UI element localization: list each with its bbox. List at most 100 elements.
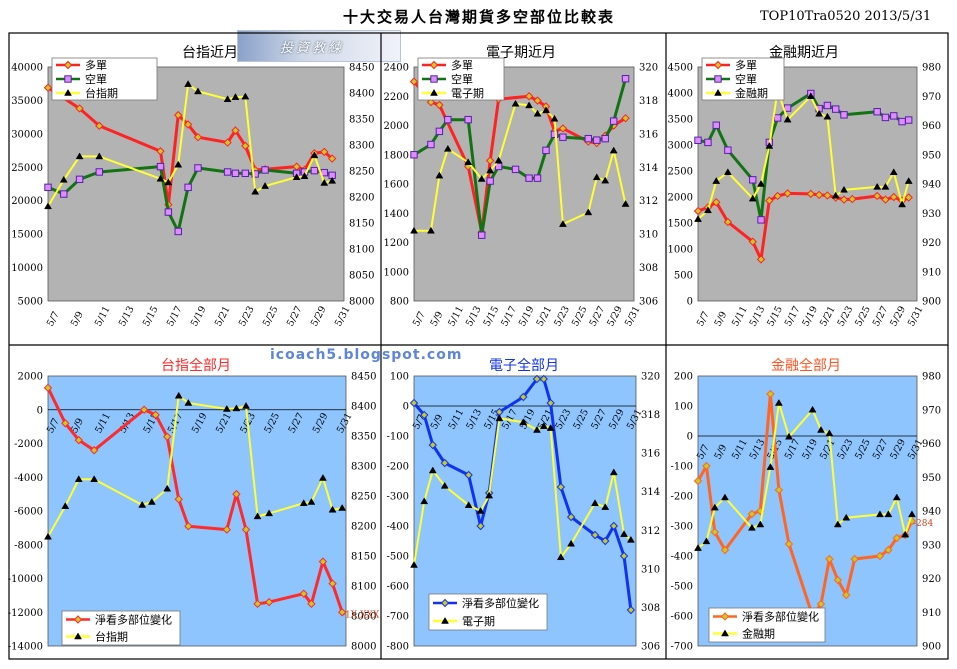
data-point — [43, 383, 53, 393]
data-point — [156, 162, 165, 171]
legend-label: 多單 — [735, 58, 757, 72]
data-point — [825, 429, 834, 437]
data-point — [591, 499, 599, 507]
data-point — [539, 374, 548, 384]
legend-marker — [714, 75, 722, 83]
data-point — [519, 392, 528, 402]
chart-tx_month: 5000 10000 15000 20000 25000 30000 35000 40000 8… — [11, 45, 374, 328]
data-point — [75, 104, 84, 113]
data-point — [710, 503, 719, 511]
y-left-tick: -100 — [671, 462, 693, 473]
data-point — [539, 422, 548, 429]
legend-marker — [64, 75, 72, 83]
y-right-tick: 8400 — [351, 402, 376, 413]
y-right-tick: 970 — [922, 92, 941, 103]
x-tick: 5/7 — [45, 310, 62, 329]
data-point — [550, 130, 559, 138]
data-point — [765, 196, 774, 205]
data-point — [193, 132, 203, 142]
data-point — [61, 419, 70, 428]
data-point — [532, 374, 542, 384]
data-point — [850, 554, 859, 564]
data-point — [831, 191, 840, 199]
data-point — [443, 144, 452, 152]
data-point — [550, 114, 559, 122]
data-point — [908, 510, 916, 518]
data-point — [884, 510, 893, 518]
data-point — [546, 424, 555, 431]
data-point — [702, 461, 711, 471]
chart-tf_month: 0 500 1000 1500 2000 2500 3000 3500 4000 4500 900 9… — [668, 45, 942, 328]
data-point — [409, 77, 419, 86]
data-point — [511, 165, 520, 174]
y-right-tick: 8050 — [351, 612, 376, 623]
y-right-tick: 910 — [922, 267, 941, 278]
data-point — [318, 557, 328, 566]
y-right-tick: 960 — [922, 121, 941, 132]
data-point — [833, 520, 842, 528]
data-point — [440, 458, 449, 468]
data-point — [477, 231, 486, 239]
data-point — [184, 399, 193, 406]
y-right-tick: 310 — [639, 230, 658, 241]
y-right-tick: 940 — [922, 180, 941, 191]
data-point — [435, 127, 444, 136]
data-point — [95, 152, 104, 160]
data-point — [889, 192, 898, 202]
legend-box — [61, 610, 181, 646]
chart-title: 金融全部月 — [771, 357, 841, 374]
data-point — [889, 168, 898, 176]
x-tick: 5/21 — [535, 304, 555, 328]
data-point — [747, 523, 756, 531]
y-right-tick: 8000 — [351, 642, 376, 653]
data-point — [232, 404, 241, 412]
y-left-tick: -10000 — [8, 574, 43, 585]
x-tick: 5/31 — [333, 304, 353, 328]
data-point — [619, 551, 629, 561]
data-point — [485, 156, 495, 165]
data-point — [593, 136, 601, 144]
data-point — [702, 537, 711, 545]
data-point — [592, 173, 601, 181]
y-right-tick: 308 — [639, 263, 658, 274]
y-right-tick: 980 — [922, 372, 941, 383]
data-point — [75, 152, 84, 160]
y-left-tick: 30000 — [11, 129, 43, 140]
data-point — [328, 176, 337, 184]
data-point — [486, 177, 494, 185]
data-point — [546, 398, 555, 408]
y-left-tick: 4000 — [668, 89, 693, 100]
data-point — [566, 512, 576, 522]
data-point — [556, 482, 566, 492]
data-point — [724, 146, 732, 154]
x-tick: 5/13 — [117, 304, 137, 328]
data-point — [584, 208, 593, 216]
y-left-tick: 2500 — [668, 167, 693, 178]
y-right-tick: 8100 — [349, 245, 374, 256]
legend-label: 台指期 — [85, 86, 118, 100]
data-point — [601, 536, 610, 546]
data-point — [222, 525, 232, 534]
data-point — [174, 110, 183, 120]
data-point — [712, 121, 720, 129]
legend-label: 空單 — [451, 72, 473, 86]
data-point — [95, 168, 104, 176]
y-right-tick: 8200 — [351, 522, 376, 533]
x-tick: 5/27 — [285, 304, 305, 328]
data-point — [156, 147, 165, 156]
y-right-tick: 950 — [922, 150, 941, 161]
legend-marker — [429, 60, 439, 70]
legend-marker — [440, 598, 450, 608]
data-point — [241, 525, 251, 534]
data-point — [808, 405, 817, 413]
y-left-tick: -800 — [387, 642, 409, 653]
data-point — [299, 589, 308, 598]
data-point — [241, 169, 250, 178]
data-point — [476, 521, 485, 531]
x-tick: 5/25 — [853, 304, 873, 328]
logo-text: 投資教練 — [280, 41, 345, 56]
legend-label: 淨看多部位變化 — [462, 596, 539, 610]
x-tick: 5/7 — [411, 310, 428, 329]
y-right-tick: 8000 — [349, 297, 374, 308]
y-right-tick: 900 — [922, 642, 941, 653]
